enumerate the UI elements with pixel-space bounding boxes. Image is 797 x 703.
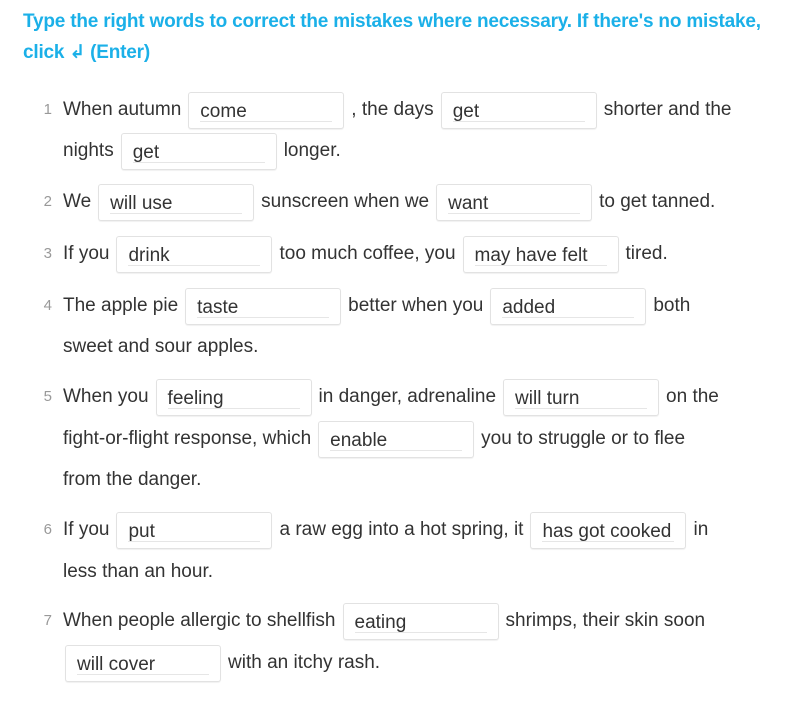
answer-input[interactable]: get [120, 132, 277, 170]
sentence-text: fight-or-flight response, which [63, 428, 312, 449]
sentence-text: shorter and the [603, 99, 732, 120]
sentence-text: you to struggle or to flee [481, 428, 686, 449]
sentence-text: with an itchy rash. [228, 652, 381, 673]
question-number: 7 [43, 612, 52, 629]
sentence-text: from the danger. [63, 469, 202, 490]
question-3-line: If you drink too much coffee, you may have … [63, 234, 668, 274]
answer-input[interactable]: added [490, 287, 647, 325]
question-number: 5 [43, 388, 52, 405]
sentence-text: nights [63, 140, 114, 161]
answer-input[interactable]: taste [185, 287, 342, 325]
sentence-text: tired. [625, 243, 668, 264]
question-5-line: When you feeling in danger, adrenaline will… [63, 377, 719, 417]
sentence-text: in danger, adrenaline [318, 386, 497, 407]
sentence-text: less than an hour. [63, 561, 213, 582]
question-4-line: The apple pie taste better when you added bo… [63, 286, 690, 326]
sentence-text: in [693, 519, 709, 540]
sentence-text: sunscreen when we [261, 191, 430, 212]
sentence-text: to get tanned. [599, 191, 716, 212]
sentence-text: , the days [351, 99, 434, 120]
question-number: 6 [43, 521, 52, 538]
sentence-text: We [63, 191, 92, 212]
question-1-line: When autumn come , the days get shorter and … [63, 90, 732, 130]
answer-input[interactable]: get [440, 91, 597, 129]
sentence-text: both [653, 295, 691, 316]
question-7-line: will cover with an itchy rash. [63, 643, 380, 683]
answer-input[interactable]: may have felt [462, 235, 619, 273]
sentence-text: The apple pie [63, 295, 179, 316]
answer-input[interactable]: feeling [155, 378, 312, 416]
question-1-line: nights get longer. [63, 131, 341, 171]
question-number: 4 [43, 297, 52, 314]
sentence-text: better when you [348, 295, 484, 316]
sentence-text: on the [666, 386, 719, 407]
answer-input[interactable]: come [188, 91, 345, 129]
question-6-line: If you put a raw egg into a hot spring, it… [63, 510, 708, 550]
answer-input[interactable]: enable [318, 420, 475, 458]
question-5-line: fight-or-flight response, which enable you… [63, 419, 685, 459]
sentence-text: sweet and sour apples. [63, 336, 259, 357]
answer-input[interactable]: has got cooked [530, 511, 687, 549]
sentence-text: shrimps, their skin soon [505, 610, 706, 631]
question-7-line: When people allergic to shellfish eating s… [63, 601, 705, 641]
question-6-line: less than an hour. [63, 552, 213, 592]
question-number: 3 [43, 245, 52, 262]
answer-input[interactable]: will cover [65, 644, 221, 682]
answer-input[interactable]: will turn [503, 378, 660, 416]
sentence-text: When you [63, 386, 149, 407]
sentence-text: If you [63, 519, 110, 540]
sentence-text: longer. [283, 140, 341, 161]
question-2-line: We will use sunscreen when we want to get ta… [63, 182, 715, 222]
question-number: 1 [43, 101, 52, 118]
instructions-heading: Type the right words to correct the mist… [23, 11, 761, 63]
question-5-line: from the danger. [63, 460, 201, 500]
question-4-line: sweet and sour apples. [63, 327, 258, 367]
sentence-text: a raw egg into a hot spring, it [279, 519, 524, 540]
answer-input[interactable]: eating [342, 602, 499, 640]
sentence-text: When autumn [63, 99, 182, 120]
answer-input[interactable]: will use [98, 183, 255, 221]
question-number: 2 [43, 193, 52, 210]
answer-input[interactable]: drink [116, 235, 273, 273]
sentence-text: If you [63, 243, 110, 264]
answer-input[interactable]: want [436, 183, 593, 221]
sentence-text: When people allergic to shellfish [63, 610, 336, 631]
answer-input[interactable]: put [116, 511, 273, 549]
sentence-text: too much coffee, you [279, 243, 456, 264]
